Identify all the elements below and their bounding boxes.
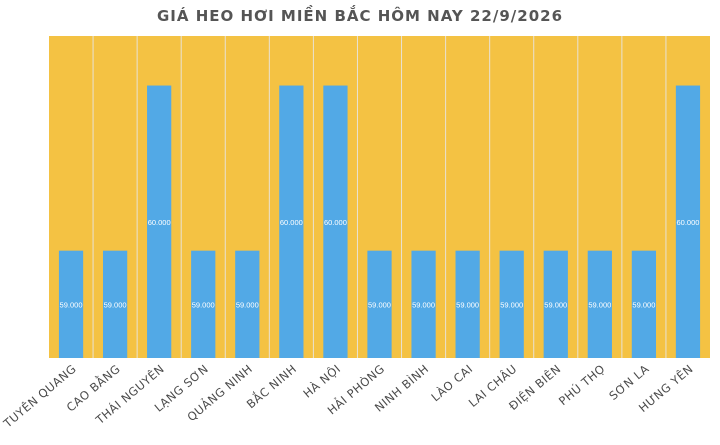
chart-title: GIÁ HEO HƠI MIỀN BẮC HÔM NAY 22/9/2026: [156, 7, 564, 25]
bar-14: [631, 250, 657, 358]
data-label: 59.000: [192, 300, 215, 309]
data-label: 59.000: [104, 300, 127, 309]
bar-7: [323, 85, 348, 359]
bar-2: [102, 250, 128, 358]
x-tick-label: PHÚ THỌ: [555, 361, 607, 408]
bar-3: [147, 85, 172, 359]
data-label: 59.000: [544, 300, 567, 309]
data-label: 60.000: [280, 218, 303, 227]
data-label: 59.000: [236, 300, 259, 309]
data-label: 59.000: [412, 300, 435, 309]
data-label: 59.000: [500, 300, 523, 309]
bar-12: [543, 250, 568, 358]
data-label: 59.000: [588, 300, 611, 309]
data-label: 59.000: [456, 300, 479, 309]
data-label: 60.000: [148, 218, 171, 227]
bar-8: [367, 250, 392, 358]
bar-6: [279, 85, 304, 359]
bar-13: [587, 250, 612, 358]
bar-10: [455, 250, 480, 358]
data-label: 59.000: [60, 300, 83, 309]
bar-1: [58, 250, 84, 358]
bar-15: [675, 85, 701, 359]
x-tick-label: HÀ NỘI: [300, 361, 344, 401]
data-label: 59.000: [368, 300, 391, 309]
bar-11: [499, 250, 524, 358]
data-label: 60.000: [324, 218, 347, 227]
bar-5: [235, 250, 260, 358]
x-tick-label: TUYÊN QUANG: [0, 361, 79, 431]
data-label: 59.000: [632, 300, 655, 309]
bar-9: [411, 250, 436, 358]
data-label: 60.000: [676, 218, 699, 227]
bar-4: [191, 250, 216, 358]
